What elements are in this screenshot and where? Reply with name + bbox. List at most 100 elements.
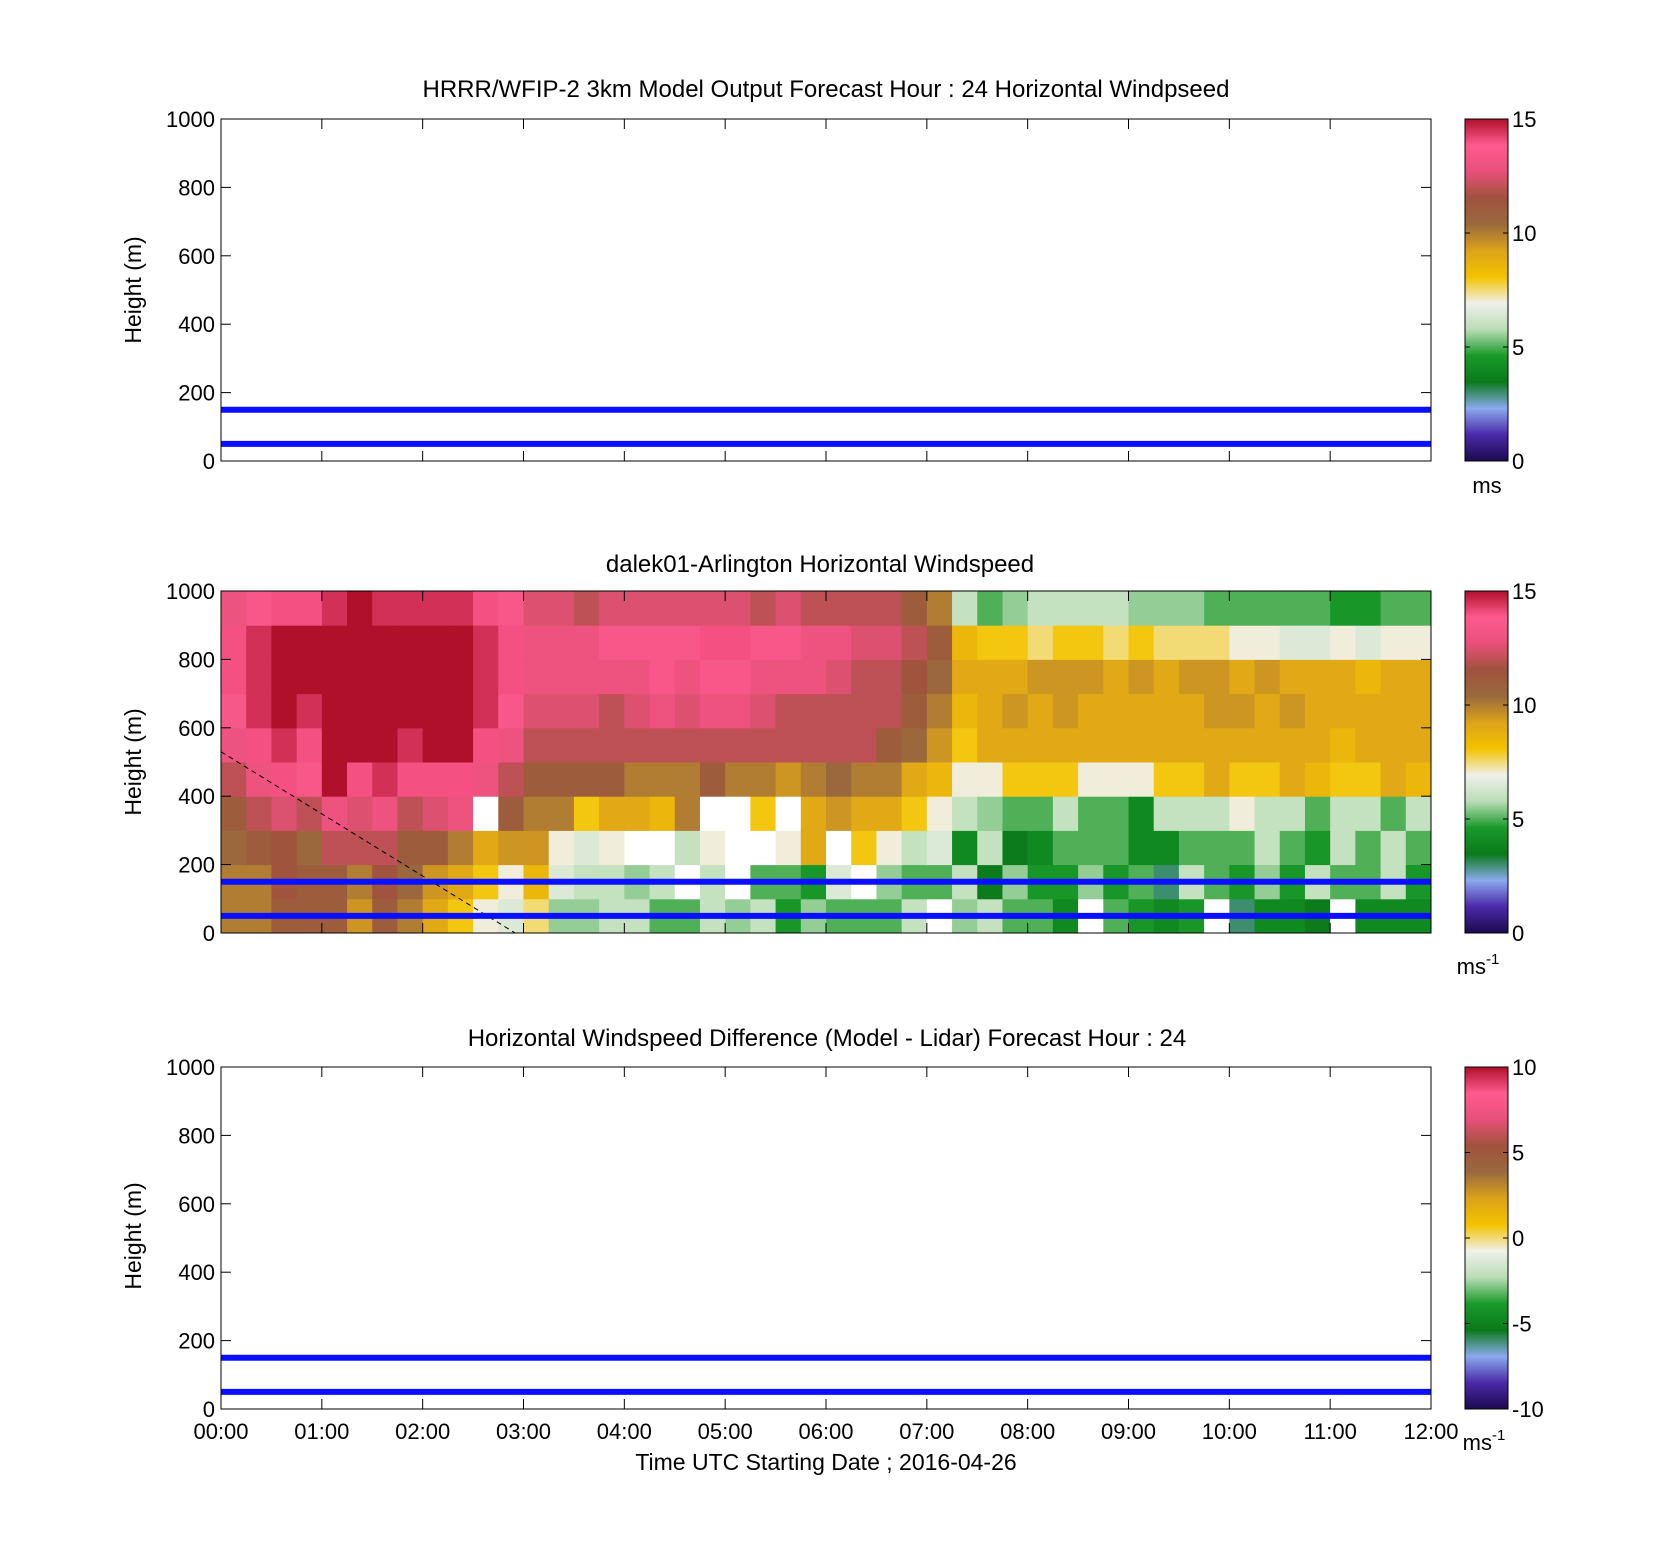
heatmap-cell bbox=[851, 591, 877, 626]
heatmap-cell bbox=[447, 693, 474, 729]
heatmap-cell bbox=[271, 830, 298, 866]
heatmap-cell bbox=[573, 659, 600, 695]
heatmap-cell bbox=[1103, 591, 1129, 626]
heatmap-cell bbox=[624, 727, 651, 763]
heatmap-cell bbox=[901, 727, 928, 763]
heatmap-cell bbox=[826, 591, 852, 626]
heatmap-cell bbox=[1078, 625, 1104, 660]
heatmap-cell bbox=[498, 727, 524, 763]
heatmap-cell bbox=[674, 727, 701, 763]
heatmap-cell bbox=[548, 625, 575, 660]
time-x-axis: 00:00 01:00 02:00 03:00 04:00 05:00 06:00 07:00… bbox=[193, 1419, 1458, 1475]
heatmap-cell bbox=[321, 762, 348, 797]
x-axis-label: Time UTC Starting Date ; 2016-04-26 bbox=[635, 1449, 1016, 1475]
heatmap-cell bbox=[271, 591, 298, 626]
heatmap-cell bbox=[1078, 830, 1104, 866]
heatmap-cell bbox=[1153, 625, 1180, 660]
heatmap-cell bbox=[1178, 796, 1205, 831]
heatmap-cell bbox=[548, 830, 575, 866]
heatmap-cell bbox=[1229, 591, 1256, 626]
heatmap-cell bbox=[1380, 625, 1407, 660]
heatmap-cell bbox=[599, 830, 625, 866]
heatmap-cell bbox=[447, 659, 474, 695]
heatmap-cell bbox=[1153, 762, 1180, 797]
heatmap-cell bbox=[775, 591, 802, 626]
heatmap-cell bbox=[1405, 591, 1431, 626]
colorbar-tick-label: 5 bbox=[1512, 335, 1524, 360]
heatmap-cell bbox=[699, 727, 726, 763]
heatmap-cell bbox=[1254, 693, 1281, 729]
heatmap-cell bbox=[1254, 830, 1281, 866]
colorbar-tick-label: 0 bbox=[1512, 921, 1524, 946]
heatmap-cell bbox=[473, 727, 499, 763]
y-tick-label: 600 bbox=[178, 244, 215, 269]
heatmap-cell bbox=[599, 591, 625, 626]
x-tick-label: 00:00 bbox=[193, 1419, 248, 1444]
heatmap-cell bbox=[977, 796, 1003, 831]
heatmap-cell bbox=[1304, 796, 1331, 831]
heatmap-cell bbox=[372, 591, 398, 626]
heatmap-cell bbox=[599, 727, 625, 763]
heatmap-cell bbox=[1002, 625, 1029, 660]
heatmap-cell bbox=[422, 693, 449, 729]
heatmap-cell bbox=[926, 625, 953, 660]
heatmap-cell bbox=[1052, 693, 1079, 729]
heatmap-cell bbox=[1330, 693, 1356, 729]
heatmap-cell bbox=[1128, 659, 1155, 695]
heatmap-cell bbox=[699, 796, 726, 831]
heatmap-cell bbox=[573, 727, 600, 763]
heatmap-cell bbox=[649, 693, 676, 729]
colorbar-tick-label: 5 bbox=[1512, 1141, 1524, 1166]
heatmap-cell bbox=[1052, 796, 1079, 831]
heatmap-cell bbox=[321, 591, 348, 626]
heatmap-cell bbox=[1204, 830, 1230, 866]
colorbar-tick-label: 10 bbox=[1512, 221, 1536, 246]
heatmap-cell bbox=[1002, 693, 1029, 729]
heatmap-cell bbox=[422, 625, 449, 660]
heatmap-cell bbox=[1405, 762, 1431, 797]
heatmap-cell bbox=[952, 625, 978, 660]
heatmap-cell bbox=[1355, 830, 1382, 866]
heatmap-cell bbox=[699, 625, 726, 660]
heatmap-cell bbox=[397, 625, 424, 660]
heatmap-cell bbox=[548, 796, 575, 831]
heatmap-cell bbox=[1330, 591, 1356, 626]
y-tick-label: 1000 bbox=[166, 1055, 215, 1080]
heatmap-cell bbox=[624, 693, 651, 729]
heatmap-cell bbox=[826, 727, 852, 763]
heatmap-cell bbox=[347, 591, 373, 626]
heatmap-cell bbox=[750, 727, 777, 763]
heatmap-cell bbox=[1103, 796, 1129, 831]
x-tick-label: 01:00 bbox=[294, 1419, 349, 1444]
model-y-axis-label: Height (m) bbox=[120, 236, 146, 343]
heatmap-cell bbox=[372, 727, 398, 763]
colorbar-tick-label: -10 bbox=[1512, 1397, 1544, 1422]
heatmap-cell bbox=[901, 659, 928, 695]
heatmap-cell bbox=[221, 796, 247, 831]
heatmap-cell bbox=[523, 659, 550, 695]
y-tick-label: 1000 bbox=[166, 579, 215, 604]
heatmap-cell bbox=[1279, 625, 1306, 660]
colorbar-tick-label: 10 bbox=[1512, 693, 1536, 718]
heatmap-cell bbox=[221, 625, 247, 660]
heatmap-cell bbox=[347, 659, 373, 695]
heatmap-cell bbox=[473, 659, 499, 695]
model-colorbar: 0 5 10 15 ms bbox=[1464, 107, 1536, 498]
heatmap-cell bbox=[1405, 625, 1431, 660]
heatmap-cell bbox=[1229, 659, 1256, 695]
heatmap-cell bbox=[1254, 625, 1281, 660]
heatmap-cell bbox=[649, 659, 676, 695]
y-tick-label: 200 bbox=[178, 853, 215, 878]
y-tick-label: 800 bbox=[178, 647, 215, 672]
heatmap-cell bbox=[1078, 796, 1104, 831]
heatmap-cell bbox=[523, 830, 550, 866]
colorbar-tick-label: 15 bbox=[1512, 107, 1536, 132]
heatmap-cell bbox=[775, 659, 802, 695]
heatmap-cell bbox=[1304, 693, 1331, 729]
heatmap-cell bbox=[573, 830, 600, 866]
heatmap-cell bbox=[952, 659, 978, 695]
heatmap-cell bbox=[750, 693, 777, 729]
model-colorbar-gradient bbox=[1464, 118, 1509, 462]
heatmap-cell bbox=[548, 762, 575, 797]
heatmap-cell bbox=[1002, 727, 1029, 763]
